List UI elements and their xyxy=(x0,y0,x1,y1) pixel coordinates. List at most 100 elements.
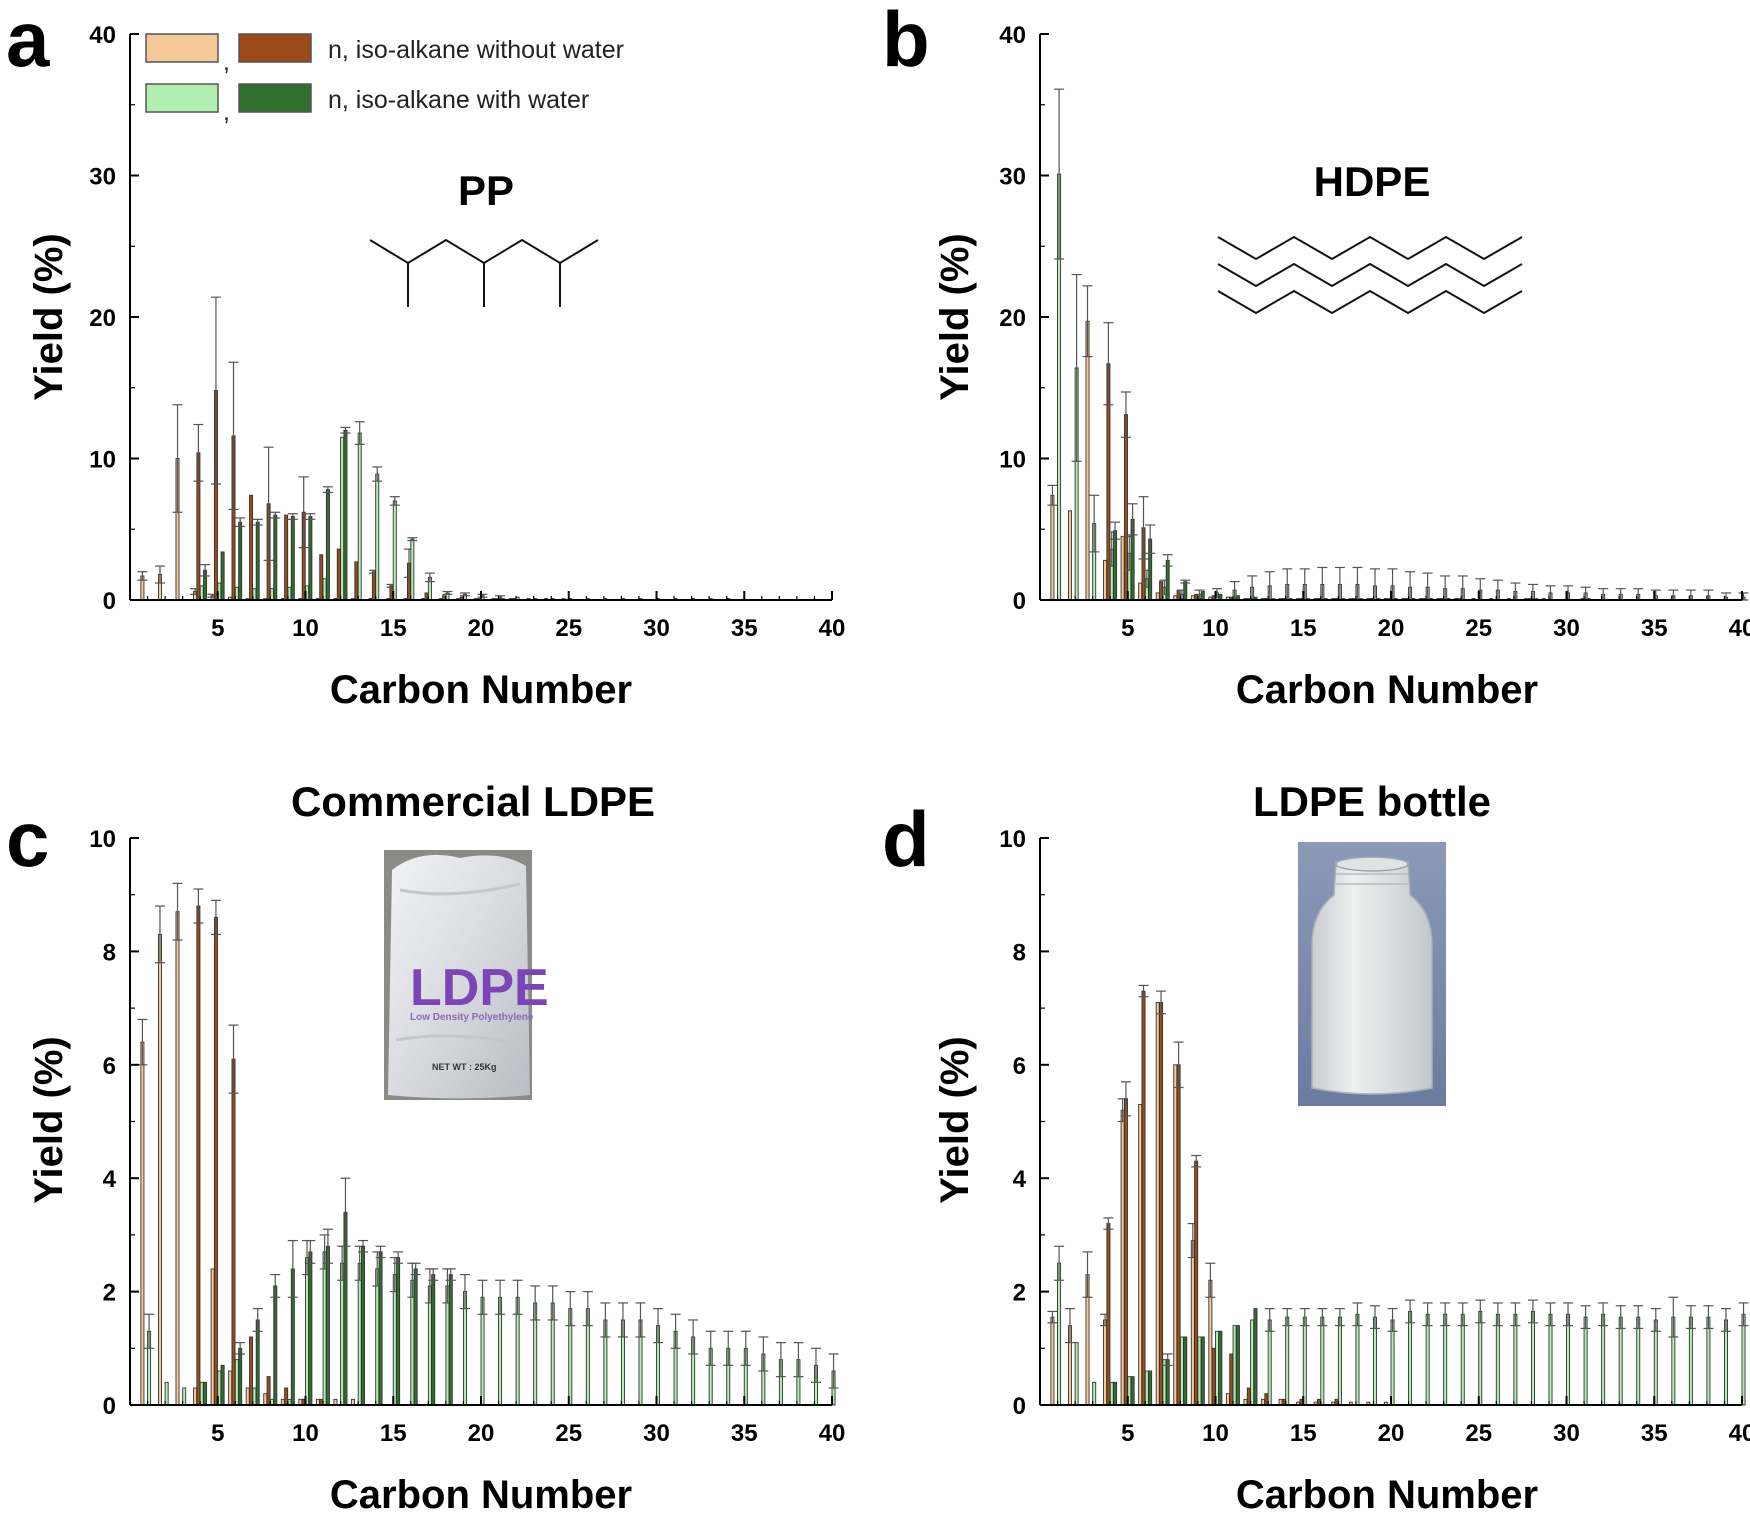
panel-letter-c: c xyxy=(6,795,49,883)
bar-d-n-with-water-c39 xyxy=(1723,1319,1728,1406)
bar-b-n-no-water-c2 xyxy=(1067,510,1072,601)
errorbar-d-n-with-water-c28 xyxy=(1527,1299,1538,1324)
errorbar-b-n-with-water-c3 xyxy=(1089,494,1100,553)
bar-b-iso-with-water-c8 xyxy=(1183,581,1188,601)
errorbar-c-n-with-water-c38 xyxy=(793,1342,804,1378)
panel-letter-a: a xyxy=(6,0,50,83)
errorbar-c-iso-with-water-c9 xyxy=(287,1239,298,1298)
errorbar-d-iso-no-water-c9 xyxy=(1191,1154,1202,1168)
errorbar-a-iso-with-water-c9 xyxy=(287,513,298,520)
errorbar-c-n-with-water-c40 xyxy=(828,1353,839,1389)
y-axis-title-c: Yield (%) xyxy=(27,1036,71,1203)
bar-d-iso-no-water-c5 xyxy=(1123,1098,1128,1406)
errorbar-d-n-no-water-c3 xyxy=(1082,1251,1093,1298)
legend-swatch-n-with-water xyxy=(145,83,219,113)
errorbar-c-n-with-water-c1 xyxy=(144,1313,155,1349)
x-tick-label-b: 10 xyxy=(1202,615,1229,642)
errorbar-d-n-with-water-c15 xyxy=(1299,1308,1310,1327)
legend-label-with-water: n, iso-alkane with water xyxy=(328,86,589,114)
errorbar-d-n-with-water-c35 xyxy=(1650,1308,1661,1332)
errorbar-c-n-with-water-c37 xyxy=(775,1342,786,1378)
errorbar-c-iso-no-water-c4 xyxy=(193,888,204,924)
bar-c-n-no-water-c2 xyxy=(157,933,162,1406)
x-tick-label-b: 30 xyxy=(1553,615,1580,642)
bar-a-iso-with-water-c11 xyxy=(325,489,330,601)
x-axis-title-c: Carbon Number xyxy=(330,1473,632,1514)
bar-d-iso-with-water-c10 xyxy=(1218,1330,1223,1406)
errorbar-a-iso-no-water-c6 xyxy=(228,361,239,511)
bar-d-n-no-water-c5 xyxy=(1120,1109,1125,1406)
bar-a-iso-no-water-c14 xyxy=(371,571,376,601)
errorbar-b-n-with-water-c20 xyxy=(1387,568,1398,601)
bar-d-n-with-water-c12 xyxy=(1250,1319,1255,1406)
bar-d-n-with-water-c2 xyxy=(1074,1342,1079,1406)
x-tick-label-a: 5 xyxy=(211,615,224,642)
x-axis-title-a: Carbon Number xyxy=(330,668,632,712)
errorbar-b-n-with-water-c2 xyxy=(1071,273,1082,462)
errorbar-d-n-with-water-c21 xyxy=(1405,1299,1416,1324)
bar-c-iso-no-water-c5 xyxy=(213,916,218,1406)
x-tick-label-a: 35 xyxy=(731,615,758,642)
errorbar-b-n-with-water-c31 xyxy=(1580,586,1591,600)
bar-d-n-no-water-c9 xyxy=(1190,1240,1195,1406)
y-tick-label-c: 2 xyxy=(103,1280,116,1307)
bar-a-n-with-water-c13 xyxy=(357,432,362,601)
errorbar-b-iso-with-water-c5 xyxy=(1127,503,1138,536)
y-tick-label-a: 0 xyxy=(103,588,116,615)
bar-d-n-with-water-c40 xyxy=(1741,1313,1746,1406)
errorbar-a-iso-with-water-c12 xyxy=(340,426,351,434)
errorbar-a-iso-no-water-c4 xyxy=(193,423,204,482)
errorbar-d-n-with-water-c37 xyxy=(1685,1305,1696,1330)
x-tick-label-d: 35 xyxy=(1641,1420,1668,1447)
errorbar-d-n-with-water-c27 xyxy=(1510,1302,1521,1327)
bar-d-n-with-water-c9 xyxy=(1197,1336,1202,1406)
bar-d-n-with-water-c29 xyxy=(1548,1313,1553,1406)
errorbar-d-n-no-water-c2 xyxy=(1064,1308,1075,1344)
panel-title-b: HDPE xyxy=(1314,158,1431,205)
bar-a-n-with-water-c15 xyxy=(392,500,397,601)
y-tick-label-a: 10 xyxy=(89,447,116,474)
panel-title-a: PP xyxy=(458,167,514,214)
x-tick-label-c: 25 xyxy=(555,1420,582,1447)
legend-swatch-iso-with-water xyxy=(238,83,312,113)
y-tick-label-d: 4 xyxy=(1013,1166,1027,1193)
bar-d-n-with-water-c20 xyxy=(1390,1319,1395,1406)
bar-c-iso-with-water-c5 xyxy=(220,1364,225,1406)
bar-d-n-with-water-c22 xyxy=(1425,1313,1430,1406)
x-tick-label-b: 5 xyxy=(1121,615,1134,642)
errorbar-c-iso-with-water-c10 xyxy=(305,1239,316,1264)
x-tick-label-b: 20 xyxy=(1378,615,1405,642)
bar-a-iso-with-water-c12 xyxy=(343,429,348,601)
errorbar-a-n-no-water-c3 xyxy=(172,404,183,513)
errorbar-c-n-with-water-c20 xyxy=(477,1279,488,1315)
pp-structure-diagram xyxy=(369,238,599,307)
bar-c-n-with-water-c10 xyxy=(305,1257,310,1406)
legend-swatch-n-no-water xyxy=(145,33,219,63)
bar-a-iso-no-water-c9 xyxy=(284,514,289,601)
errorbar-a-iso-with-water-c8 xyxy=(270,511,281,519)
y-tick-label-d: 8 xyxy=(1013,939,1026,966)
bar-d-n-with-water-c32 xyxy=(1601,1313,1606,1406)
errorbar-c-n-with-water-c24 xyxy=(547,1285,558,1321)
errorbar-b-n-with-water-c39 xyxy=(1720,592,1731,601)
errorbar-b-n-with-water-c13 xyxy=(1264,571,1275,601)
errorbar-b-n-with-water-c36 xyxy=(1668,589,1679,601)
bar-a-n-with-water-c16 xyxy=(410,538,415,601)
errorbar-b-iso-with-water-c6 xyxy=(1145,524,1156,554)
bar-d-n-with-water-c31 xyxy=(1583,1316,1588,1406)
bar-d-iso-no-water-c12 xyxy=(1246,1387,1251,1406)
y-axis-title-d: Yield (%) xyxy=(933,1036,977,1203)
errorbar-a-n-with-water-c20 xyxy=(477,593,488,598)
errorbar-c-iso-with-water-c15 xyxy=(393,1251,404,1264)
errorbar-d-n-with-water-c26 xyxy=(1492,1302,1503,1327)
x-tick-label-c: 10 xyxy=(292,1420,319,1447)
x-tick-label-b: 25 xyxy=(1465,615,1492,642)
bar-d-iso-no-water-c13 xyxy=(1264,1393,1269,1406)
panel-a: 5 10 15 20 25 30 35 40 0 10 20 30 40 Carbon Number Yie… xyxy=(6,0,845,712)
errorbar-a-iso-no-water-c10 xyxy=(298,476,309,549)
errorbar-d-iso-no-water-c5 xyxy=(1120,1081,1131,1117)
errorbar-c-iso-with-water-c8 xyxy=(270,1273,281,1298)
bar-d-n-no-water-c6 xyxy=(1138,1104,1143,1406)
bar-a-iso-with-water-c10 xyxy=(308,516,313,601)
bar-c-iso-no-water-c8 xyxy=(266,1376,271,1406)
